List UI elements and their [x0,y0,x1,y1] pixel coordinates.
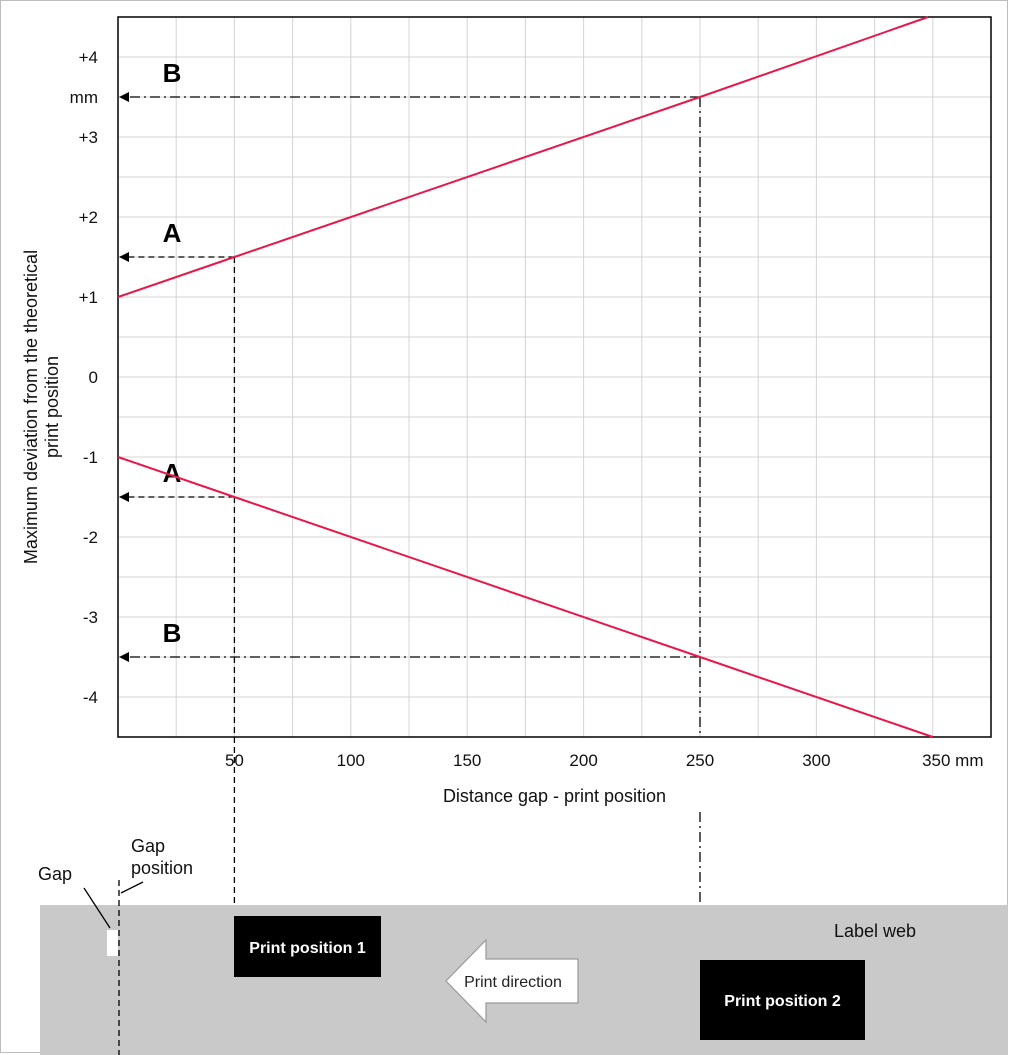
y-tick-label: -3 [83,608,98,627]
print-position-1-label: Print position 1 [249,940,366,957]
x-tick-label: 100 [337,751,365,770]
print-direction-label: Print direction [464,974,562,991]
gap-position-label-line1: Gap [131,836,165,856]
y-tick-label: -2 [83,528,98,547]
y-tick-label: +4 [79,48,98,67]
print-position-2-label: Print position 2 [724,993,841,1010]
x-tick-label: 250 [686,751,714,770]
gap-position-label-line2: position [131,858,193,878]
gap-pointer [83,887,111,929]
y-tick-label: mm [70,88,98,107]
print-position-1-box [234,916,381,977]
annotation-marker: A [163,458,182,488]
y-tick-label: -4 [83,688,98,707]
gap-position-pointer [120,881,144,894]
annotation-marker: A [163,218,182,248]
y-tick-label: +3 [79,128,98,147]
x-tick-label: 150 [453,751,481,770]
gap-label: Gap [38,864,72,884]
y-tick-label: 0 [89,368,98,387]
label-web-label: Label web [834,921,916,941]
annotation-marker: B [163,618,182,648]
annotation-marker: B [163,58,182,88]
deviation-line-upper [117,16,929,298]
x-axis-label: Distance gap - print position [443,786,666,806]
x-tick-label: 200 [569,751,597,770]
deviation-line-lower [117,456,934,738]
y-axis-label-line1: Maximum deviation from the theoretical [21,250,41,564]
x-tick-label: 350 mm [922,751,983,770]
print-direction-arrow [445,938,579,1024]
y-tick-label: -1 [83,448,98,467]
plot-border [117,16,992,738]
gap-notch [107,930,118,956]
print-position-2-box [700,960,865,1040]
y-tick-label: +2 [79,208,98,227]
y-tick-label: +1 [79,288,98,307]
x-tick-label: 300 [802,751,830,770]
y-axis-label-line2: print position [42,356,62,458]
